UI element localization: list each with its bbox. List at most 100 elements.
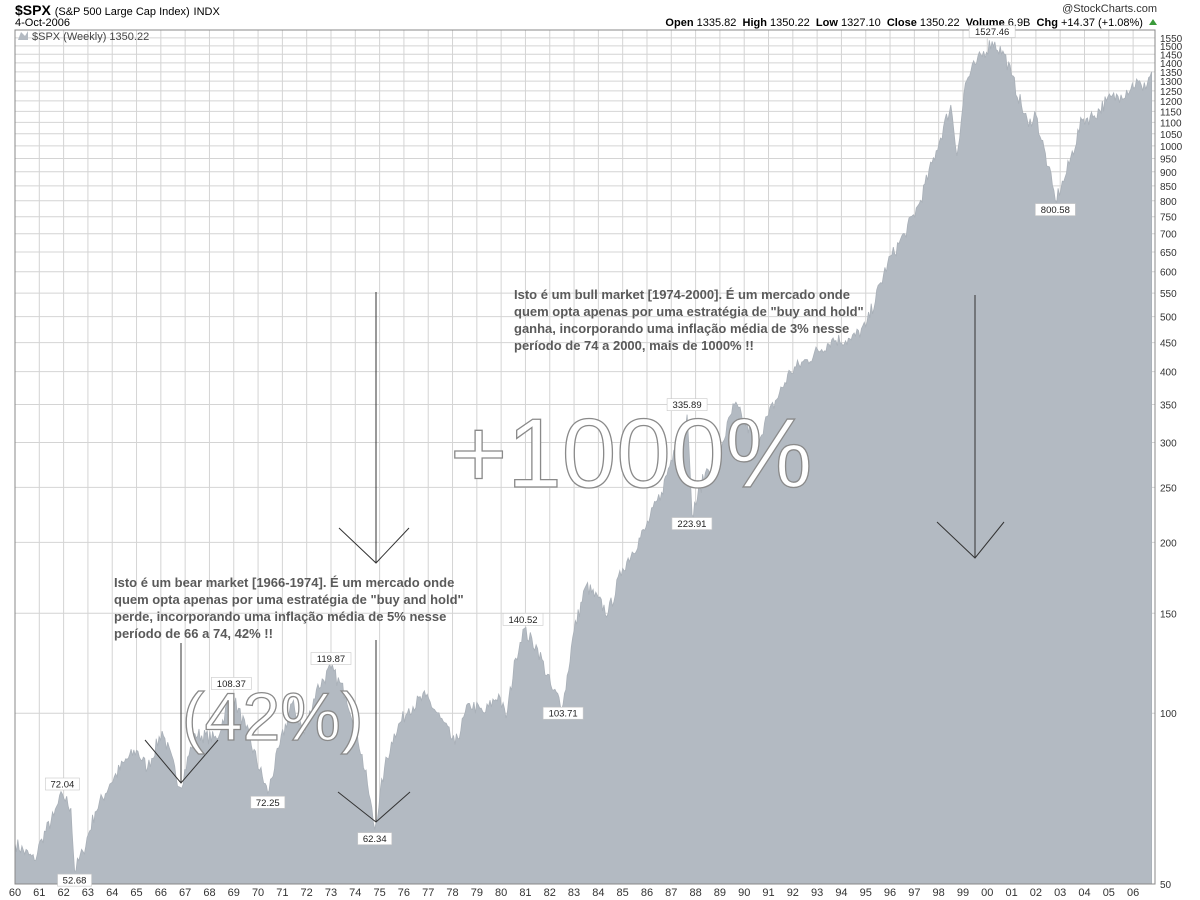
bear-percent-label: (42%) [182, 679, 363, 755]
x-tick-label: 63 [82, 887, 94, 899]
point-label-box [671, 517, 713, 530]
y-tick-label: 100 [1160, 709, 1177, 720]
y-tick-label: 500 [1160, 313, 1177, 324]
x-tick-label: 61 [33, 887, 45, 899]
y-tick-label: 150 [1160, 609, 1177, 620]
point-label: 72.04 [51, 780, 75, 791]
y-tick-label: 750 [1160, 213, 1177, 224]
y-tick-label: 1550 [1160, 34, 1183, 45]
x-tick-label: 67 [179, 887, 191, 899]
x-tick-label: 01 [1005, 887, 1017, 899]
point-label: 223.91 [677, 519, 706, 530]
bull-percent-label: +1000% [450, 398, 812, 508]
point-label-box [211, 677, 252, 690]
x-tick-label: 89 [714, 887, 726, 899]
x-tick-label: 72 [301, 887, 313, 899]
arrow-2000-head-icon [936, 521, 1005, 559]
x-tick-label: 62 [57, 887, 69, 899]
x-tick-label: 97 [908, 887, 920, 899]
bear-market-note: Isto é um bear market [1966-1974]. É um … [114, 575, 464, 641]
point-label-box [968, 25, 1016, 38]
y-tick-label: 50 [1160, 880, 1172, 891]
y-axis: 50 100 150 200 250 300 350 400 450 500 550 600 650 70… [1160, 34, 1183, 891]
x-tick-label: 98 [933, 887, 945, 899]
point-label: 335.89 [673, 400, 702, 411]
symbol: $SPX [15, 2, 51, 18]
y-tick-label: 800 [1160, 197, 1177, 208]
brand-logo[interactable]: @StockCharts.com [1062, 3, 1157, 15]
point-label-box [45, 777, 80, 791]
bull-market-note: Isto é um bull market [1974-2000]. É um … [514, 287, 864, 353]
x-tick-label: 80 [495, 887, 507, 899]
point-label-box [1035, 203, 1076, 216]
high-label: High [742, 17, 767, 29]
bull-note-line: Isto é um bull market [1974-2000]. É um … [514, 287, 850, 302]
x-tick-label: 75 [373, 887, 385, 899]
point-label-box [357, 832, 393, 845]
x-tick-label: 04 [1078, 887, 1090, 899]
point-label: 800.58 [1041, 205, 1070, 216]
y-tick-label: 450 [1160, 339, 1177, 350]
y-tick-label: 850 [1160, 182, 1177, 193]
x-tick-label: 92 [787, 887, 799, 899]
chg-value: +14.37 (+1.08%) [1060, 17, 1143, 29]
x-tick-label: 96 [884, 887, 896, 899]
point-label-box [57, 873, 92, 887]
low-label: Low [815, 17, 838, 29]
point-label-box [250, 795, 286, 809]
point-label-box [542, 706, 584, 720]
bull-note-line: ganha, incorporando uma inflação média d… [514, 321, 849, 336]
point-label: 52.68 [63, 876, 87, 887]
x-tick-label: 64 [106, 887, 118, 899]
x-tick-label: 88 [689, 887, 701, 899]
bear-note-line: período de 66 a 74, 42% !! [114, 626, 273, 641]
x-tick-label: 06 [1127, 887, 1139, 899]
point-labels: 72.04 52.68 108.37 72.25 119.87 62.34 140.52 10… [45, 25, 1076, 887]
point-label: 140.52 [508, 615, 537, 626]
x-tick-label: 00 [981, 887, 993, 899]
y-tick-label: 400 [1160, 368, 1177, 379]
legend-label: $SPX (Weekly) 1350.22 [32, 31, 149, 43]
price-area [14, 40, 1152, 885]
y-tick-label: 1050 [1160, 130, 1183, 141]
point-label-box [666, 398, 708, 411]
chart-date: 4-Oct-2006 [15, 17, 71, 29]
annotation-arrows [144, 292, 1005, 823]
x-axis: 60 61 62 63 64 65 66 67 68 69 70 71 72 73 74 75 76 77 78 79… [9, 887, 1139, 899]
point-label: 103.71 [549, 709, 578, 720]
plot-frame [14, 29, 1156, 885]
point-label: 72.25 [256, 798, 280, 809]
x-tick-label: 70 [252, 887, 264, 899]
y-tick-label: 1450 [1160, 50, 1183, 61]
bull-note-line: quem opta apenas por uma estratégia de "… [514, 304, 864, 319]
chg-label: Chg [1036, 17, 1058, 29]
bear-note-line: Isto é um bear market [1966-1974]. É um … [114, 575, 454, 590]
symbol-description: (S&P 500 Large Cap Index) [54, 6, 190, 18]
point-label: 119.87 [317, 654, 345, 665]
x-tick-label: 71 [276, 887, 288, 899]
x-tick-label: 94 [835, 887, 847, 899]
x-tick-label: 77 [422, 887, 434, 899]
symbol-title: $SPX (S&P 500 Large Cap Index) INDX [15, 2, 220, 18]
y-tick-label: 900 [1160, 168, 1177, 179]
y-tick-label: 700 [1160, 230, 1177, 241]
close-label: Close [886, 17, 917, 29]
x-tick-label: 74 [349, 887, 361, 899]
x-tick-label: 03 [1054, 887, 1066, 899]
high-value: 1350.22 [770, 17, 810, 29]
bull-note-line: período de 74 a 2000, mais de 1000% !! [514, 338, 754, 353]
close-value: 1350.22 [919, 17, 960, 29]
x-tick-label: 83 [568, 887, 580, 899]
low-value: 1327.10 [840, 17, 881, 29]
y-tick-label: 250 [1160, 483, 1177, 494]
x-tick-label: 05 [1103, 887, 1115, 899]
point-label-box [310, 652, 352, 665]
point-label: 1527.46 [975, 27, 1009, 38]
x-tick-label: 86 [641, 887, 653, 899]
y-tick-label: 650 [1160, 248, 1177, 259]
x-tick-label: 65 [130, 887, 142, 899]
y-tick-label: 550 [1160, 289, 1177, 300]
bear-note-line: perde, incorporando uma inflação média d… [114, 609, 446, 624]
y-tick-label: 350 [1160, 401, 1177, 412]
